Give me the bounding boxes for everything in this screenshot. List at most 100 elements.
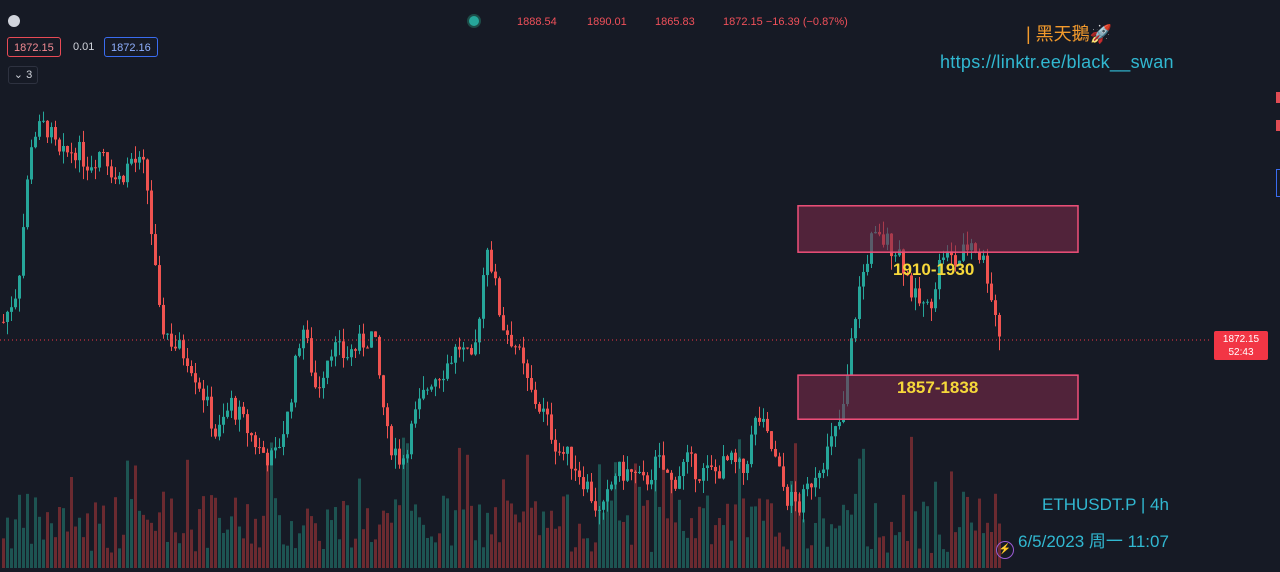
volume-bar — [534, 501, 537, 568]
candle-body — [822, 469, 825, 474]
candle-body — [350, 349, 353, 358]
volume-bar — [746, 537, 749, 568]
candle-body — [582, 477, 585, 490]
candle-body — [734, 452, 737, 463]
brand-label: | 黑天鵝🚀 — [1026, 24, 1113, 44]
candle-body — [770, 431, 773, 449]
volume-bar — [950, 471, 953, 568]
candle-body — [30, 147, 33, 180]
volume-bar — [758, 498, 761, 568]
volume-bar — [970, 522, 973, 568]
volume-bar — [586, 538, 589, 568]
axis-marker — [1276, 120, 1280, 131]
volume-bar — [274, 498, 277, 568]
candle-body — [718, 471, 721, 479]
volume-bar — [226, 529, 229, 568]
candle-body — [682, 461, 685, 477]
candle-body — [458, 346, 461, 350]
sell-button[interactable]: 1872.15 — [7, 37, 61, 57]
candle-body — [466, 347, 469, 349]
volume-bar — [786, 549, 789, 568]
axis-marker — [1276, 169, 1280, 197]
volume-bar — [142, 514, 145, 568]
volume-bar — [278, 515, 281, 568]
volume-bar — [390, 522, 393, 568]
candle-body — [694, 453, 697, 480]
volume-bar — [122, 534, 125, 568]
volume-bar — [566, 494, 569, 568]
volume-bar — [570, 551, 573, 568]
volume-bar — [394, 499, 397, 568]
volume-bar — [46, 512, 49, 568]
candle-body — [946, 251, 949, 258]
candle-body — [322, 377, 325, 389]
candle-body — [590, 481, 593, 502]
candle-body — [54, 127, 57, 140]
axis-marker — [1276, 92, 1280, 103]
volume-bar — [174, 532, 177, 568]
volume-bar — [542, 511, 545, 568]
candle-body — [714, 466, 717, 472]
spread-value: 0.01 — [73, 41, 95, 53]
ohlc-open: 1888.54 — [517, 16, 557, 28]
candle-body — [270, 450, 273, 466]
candle-body — [662, 455, 665, 470]
volume-bar — [34, 497, 37, 568]
candle-body — [138, 156, 141, 163]
market-status-icon[interactable] — [469, 16, 479, 26]
volume-bar — [714, 525, 717, 568]
volume-bar — [374, 539, 377, 568]
candle-body — [222, 416, 225, 425]
volume-bar — [558, 526, 561, 568]
brand-link: https://linktr.ee/black__swan — [940, 52, 1174, 72]
candle-body — [230, 397, 233, 411]
indicators-toggle-button[interactable]: ⌄ 3 — [8, 66, 38, 84]
candle-body — [502, 315, 505, 331]
candle-body — [522, 347, 525, 364]
volume-bar — [782, 546, 785, 568]
candle-body — [586, 481, 589, 490]
volume-bar — [330, 520, 333, 568]
volume-bar — [490, 534, 493, 568]
candle-body — [710, 465, 713, 467]
volume-bar — [170, 498, 173, 568]
volume-bar — [90, 550, 93, 568]
volume-bar — [470, 505, 473, 568]
volume-bar — [430, 536, 433, 568]
candle-body — [362, 333, 365, 348]
volume-bar — [486, 512, 489, 568]
volume-bar — [918, 548, 921, 568]
volume-bar — [678, 499, 681, 568]
candle-body — [386, 407, 389, 427]
candle-body — [206, 396, 209, 401]
candle-body — [194, 373, 197, 383]
candle-body — [546, 408, 549, 415]
candle-body — [738, 458, 741, 463]
candle-body — [330, 356, 333, 361]
app-logo-icon[interactable] — [8, 15, 20, 27]
bar-countdown: 52:43 — [1228, 347, 1254, 358]
volume-bar — [962, 491, 965, 568]
volume-bar — [654, 458, 657, 568]
candle-body — [166, 333, 169, 335]
candle-body — [998, 314, 1001, 337]
candle-body — [554, 439, 557, 452]
volume-bar — [526, 454, 529, 568]
candle-body — [658, 455, 661, 457]
volume-bar — [834, 528, 837, 568]
candle-body — [294, 355, 297, 403]
candle-body — [290, 402, 293, 412]
candle-body — [402, 458, 405, 465]
volume-bar — [818, 497, 821, 568]
candle-body — [698, 479, 701, 481]
candle-body — [50, 127, 53, 138]
candle-body — [286, 411, 289, 435]
candle-body — [818, 473, 821, 478]
lightning-icon[interactable]: ⚡ — [996, 541, 1014, 559]
buy-button[interactable]: 1872.16 — [104, 37, 158, 57]
candle-body — [790, 491, 793, 506]
candle-body — [178, 340, 181, 349]
candle-body — [358, 333, 361, 351]
volume-bar — [422, 524, 425, 568]
